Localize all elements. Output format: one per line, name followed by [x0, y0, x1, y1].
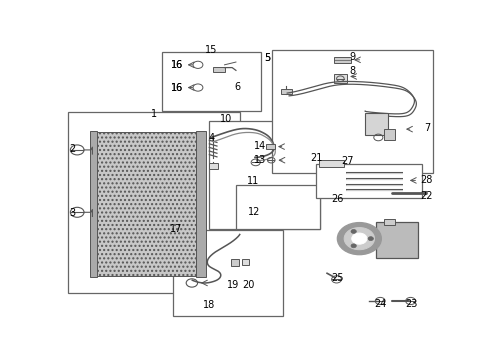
Text: 19: 19 [227, 280, 239, 290]
Bar [90, 131, 97, 278]
Circle shape [352, 233, 367, 244]
Text: 18: 18 [202, 301, 215, 310]
Bar [376, 222, 418, 258]
Bar [68, 112, 240, 293]
Circle shape [368, 237, 373, 240]
Bar [384, 129, 395, 140]
Text: 26: 26 [332, 194, 344, 204]
Text: 27: 27 [342, 156, 354, 166]
Bar [272, 50, 434, 174]
Bar [267, 144, 275, 149]
Text: 21: 21 [311, 153, 323, 163]
Text: 7: 7 [424, 123, 430, 133]
Text: 5: 5 [264, 53, 270, 63]
Text: 16: 16 [171, 60, 183, 70]
Bar [236, 185, 320, 229]
Text: 15: 15 [205, 45, 218, 55]
Text: 3: 3 [70, 208, 75, 218]
Bar [384, 219, 395, 225]
Bar [319, 161, 344, 167]
Text: 9: 9 [349, 51, 356, 62]
Text: 20: 20 [242, 280, 254, 290]
Bar [334, 57, 351, 63]
Bar [173, 230, 283, 316]
Text: 2: 2 [70, 144, 76, 154]
Bar [231, 258, 239, 266]
Bar [196, 131, 206, 278]
Text: 6: 6 [235, 82, 241, 92]
Bar [365, 112, 388, 135]
Bar [209, 163, 218, 169]
Circle shape [344, 228, 374, 250]
Text: 11: 11 [247, 176, 259, 186]
Text: 10: 10 [220, 114, 232, 124]
Text: 13: 13 [254, 155, 267, 165]
Bar [334, 74, 347, 82]
Text: 25: 25 [331, 273, 344, 283]
Text: 24: 24 [374, 299, 387, 309]
Text: 4: 4 [208, 133, 214, 143]
Text: 17: 17 [170, 225, 182, 234]
Text: 8: 8 [349, 66, 356, 76]
Text: 1: 1 [151, 109, 157, 118]
Circle shape [351, 229, 356, 233]
Text: 28: 28 [420, 175, 433, 185]
Text: 16: 16 [171, 82, 183, 93]
Text: 16: 16 [171, 60, 183, 70]
Text: 14: 14 [254, 141, 267, 151]
Bar [316, 164, 422, 198]
Bar [242, 259, 249, 265]
Bar [209, 121, 320, 229]
Circle shape [351, 244, 356, 248]
Text: 23: 23 [405, 299, 417, 309]
Text: 12: 12 [247, 207, 260, 217]
Text: 16: 16 [171, 82, 183, 93]
Bar [162, 51, 261, 111]
Bar [281, 89, 292, 94]
Bar [213, 67, 224, 72]
Bar [94, 132, 196, 276]
Text: 5: 5 [264, 53, 270, 63]
Text: 22: 22 [420, 191, 433, 201]
Circle shape [337, 222, 381, 255]
